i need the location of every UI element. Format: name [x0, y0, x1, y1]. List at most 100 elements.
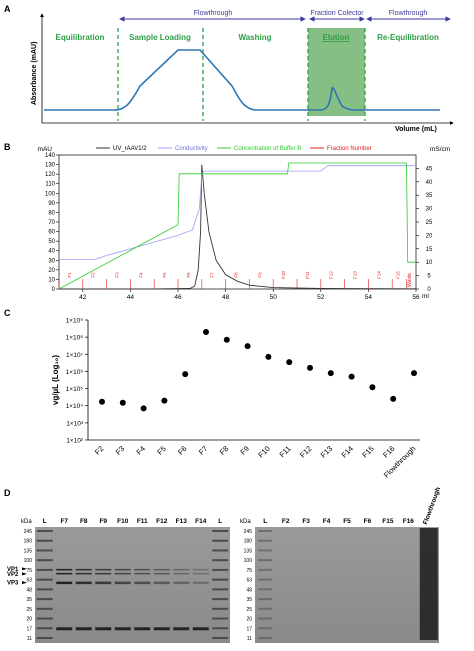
y-tick-label-left: 70	[48, 220, 55, 226]
marker-size-right: 25	[246, 607, 252, 613]
data-point-flowthrough	[411, 370, 417, 377]
x-tick-label: 48	[222, 294, 230, 301]
data-point-f9	[244, 343, 251, 350]
ladder-band	[212, 617, 229, 620]
x-tick-label: 56	[412, 294, 420, 301]
panel-d: D kDa kDa 245 245 180 180 135 135 100 100 75 75 63…	[4, 486, 442, 643]
ladder-band	[258, 530, 273, 532]
data-point-f2	[99, 398, 105, 405]
capsid-band	[114, 568, 131, 571]
y-tick-label-left: 10	[48, 277, 55, 283]
x-unit: ml	[422, 293, 429, 300]
low-mw-band	[95, 627, 112, 631]
ladder-band	[258, 578, 273, 581]
ladder-band	[258, 617, 273, 620]
x-tick-label: F5	[155, 444, 168, 457]
x-tick-label: F7	[197, 444, 210, 457]
marker-size-left: 20	[26, 617, 32, 623]
fraction-label: F11	[305, 271, 310, 279]
x-tick-label: 50	[270, 294, 278, 301]
marker-size-right: 75	[246, 568, 252, 574]
y-tick-label-left: 100	[45, 191, 56, 197]
x-tick-label: F3	[114, 444, 127, 457]
lane-label-left: F12	[156, 518, 168, 525]
vp-label: VP2	[7, 572, 19, 578]
lane-label-left: F10	[117, 518, 129, 525]
fraction-label: F8	[234, 272, 239, 278]
lane-label-left: F8	[80, 518, 88, 525]
data-point-f7	[203, 329, 209, 335]
arrow-label: Flowthrough	[389, 10, 428, 17]
capsid-band	[192, 568, 209, 571]
ladder-band	[36, 559, 53, 562]
series-concentration-of-buffer-b	[58, 162, 416, 290]
lane-label-right: F16	[403, 518, 415, 525]
lane-label-left: F9	[99, 518, 107, 525]
x-tick-label: F9	[238, 444, 251, 457]
y-tick-label-right: 40	[426, 180, 433, 186]
y-tick-label-right: 20	[426, 233, 433, 239]
fraction-label: F3	[115, 272, 120, 278]
y-tick-label-left: 130	[45, 163, 56, 169]
fraction-label: F6	[186, 272, 191, 278]
low-mw-band	[75, 627, 92, 631]
fraction-label: F16	[0, 0, 4, 1]
x-tick-label: F16	[381, 444, 397, 460]
ladder-band	[36, 607, 53, 610]
panel-c: C vg/µL (Log₁₀) 1×10² 1×10³ 1×10⁴ 1×10⁵ 1×10…	[4, 308, 420, 480]
x-tick-label: F10	[256, 444, 272, 460]
y-tick-label-left: 80	[48, 210, 55, 216]
gel-right	[255, 527, 439, 643]
x-tick-label: 44	[127, 294, 135, 301]
low-mw-band	[153, 627, 170, 631]
data-point-f8	[223, 336, 230, 343]
marker-size-left: 25	[26, 607, 32, 613]
fraction-label: F12	[329, 271, 334, 279]
fraction-label: F9	[257, 272, 262, 278]
capsid-band	[134, 581, 151, 585]
series-uv-raav1-2	[59, 164, 417, 290]
panel-a-letter: A	[4, 4, 11, 14]
vp-arrow-icon	[22, 567, 27, 571]
y-tick-label: 1×10⁹	[66, 318, 84, 325]
capsid-band	[134, 572, 151, 575]
x-tick-label: F6	[176, 444, 189, 457]
y-tick-label-left: 140	[45, 153, 56, 159]
y-tick-label-left: 0	[52, 287, 56, 293]
data-point-f14	[348, 373, 355, 380]
y-tick-label-right: 45	[426, 166, 433, 172]
y-tick-label-right: 5	[427, 274, 431, 280]
data-point-f13	[327, 370, 334, 377]
panel-c-ylabel: vg/µL (Log₁₀)	[51, 355, 60, 405]
marker-size-right: 20	[246, 617, 252, 623]
fraction-label: F1	[67, 272, 72, 278]
data-point-f5	[161, 397, 168, 404]
y-tick-label-left: 60	[48, 230, 55, 236]
data-point-f15	[369, 384, 376, 391]
lane-label-right: F6	[364, 518, 372, 525]
marker-size-right: 100	[244, 558, 253, 564]
ladder-band	[212, 578, 229, 581]
capsid-band	[173, 581, 190, 585]
ladder-band	[258, 598, 273, 601]
fraction-label: F5	[162, 272, 167, 278]
data-point-f4	[140, 405, 147, 412]
vp-label: VP1	[7, 567, 19, 573]
low-mw-band	[134, 627, 151, 631]
capsid-band	[56, 568, 73, 571]
y-tick-label: 1×10⁷	[66, 352, 84, 359]
panel-b-letter: B	[4, 142, 11, 152]
capsid-band	[95, 572, 112, 575]
ladder-band	[36, 598, 53, 601]
vp-arrow-icon	[22, 581, 27, 585]
capsid-band	[173, 572, 190, 575]
series-conductivity	[59, 165, 416, 260]
x-tick-label: F13	[319, 444, 335, 460]
x-tick-label: F2	[93, 444, 106, 457]
kda-label-left: kDa	[21, 519, 32, 525]
y-tick-label: 1×10⁸	[66, 335, 84, 342]
flowthrough-smear	[419, 528, 438, 640]
fraction-label: F7	[210, 272, 215, 278]
kda-label-right: kDa	[240, 519, 251, 525]
low-mw-band	[56, 627, 73, 631]
